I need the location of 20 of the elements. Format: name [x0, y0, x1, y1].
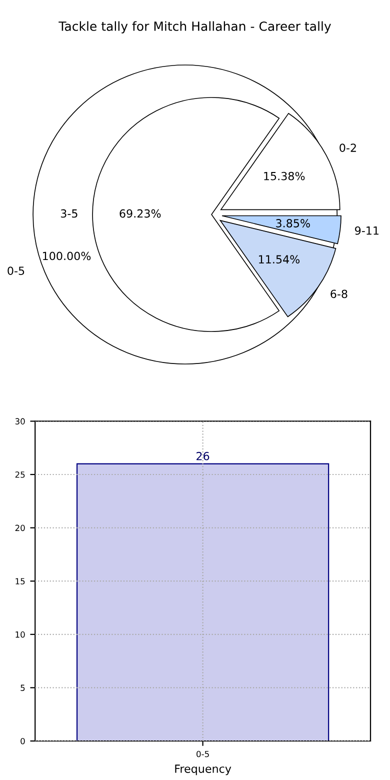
data-label: 15.38% — [264, 172, 305, 180]
slice-label: 0-5 — [8, 266, 24, 275]
y-tick-label: 5 — [20, 684, 25, 691]
slice-label: 9-11 — [355, 226, 379, 235]
slice-label: 3-5 — [60, 209, 78, 218]
data-label: 26 — [196, 452, 210, 460]
data-label: 3.85% — [276, 219, 310, 228]
data-label: 69.23% — [120, 209, 161, 218]
slice-label: 0-2 — [340, 144, 356, 152]
data-label: 100.00% — [43, 252, 91, 260]
data-label: 11.54% — [259, 255, 300, 264]
x-axis-title: Frequency — [175, 764, 232, 776]
y-tick-label: 10 — [16, 631, 25, 638]
chart-title: Tackle tally for Mitch Hallahan - Career tally — [58, 21, 331, 34]
slice-label: 6-8 — [330, 290, 348, 298]
y-tick-label: 20 — [15, 524, 25, 532]
y-tick-label: 25 — [15, 471, 25, 478]
y-tick-label: 0 — [20, 738, 25, 744]
y-tick-label: 30 — [15, 418, 25, 424]
y-tick-label: 15 — [16, 578, 25, 584]
